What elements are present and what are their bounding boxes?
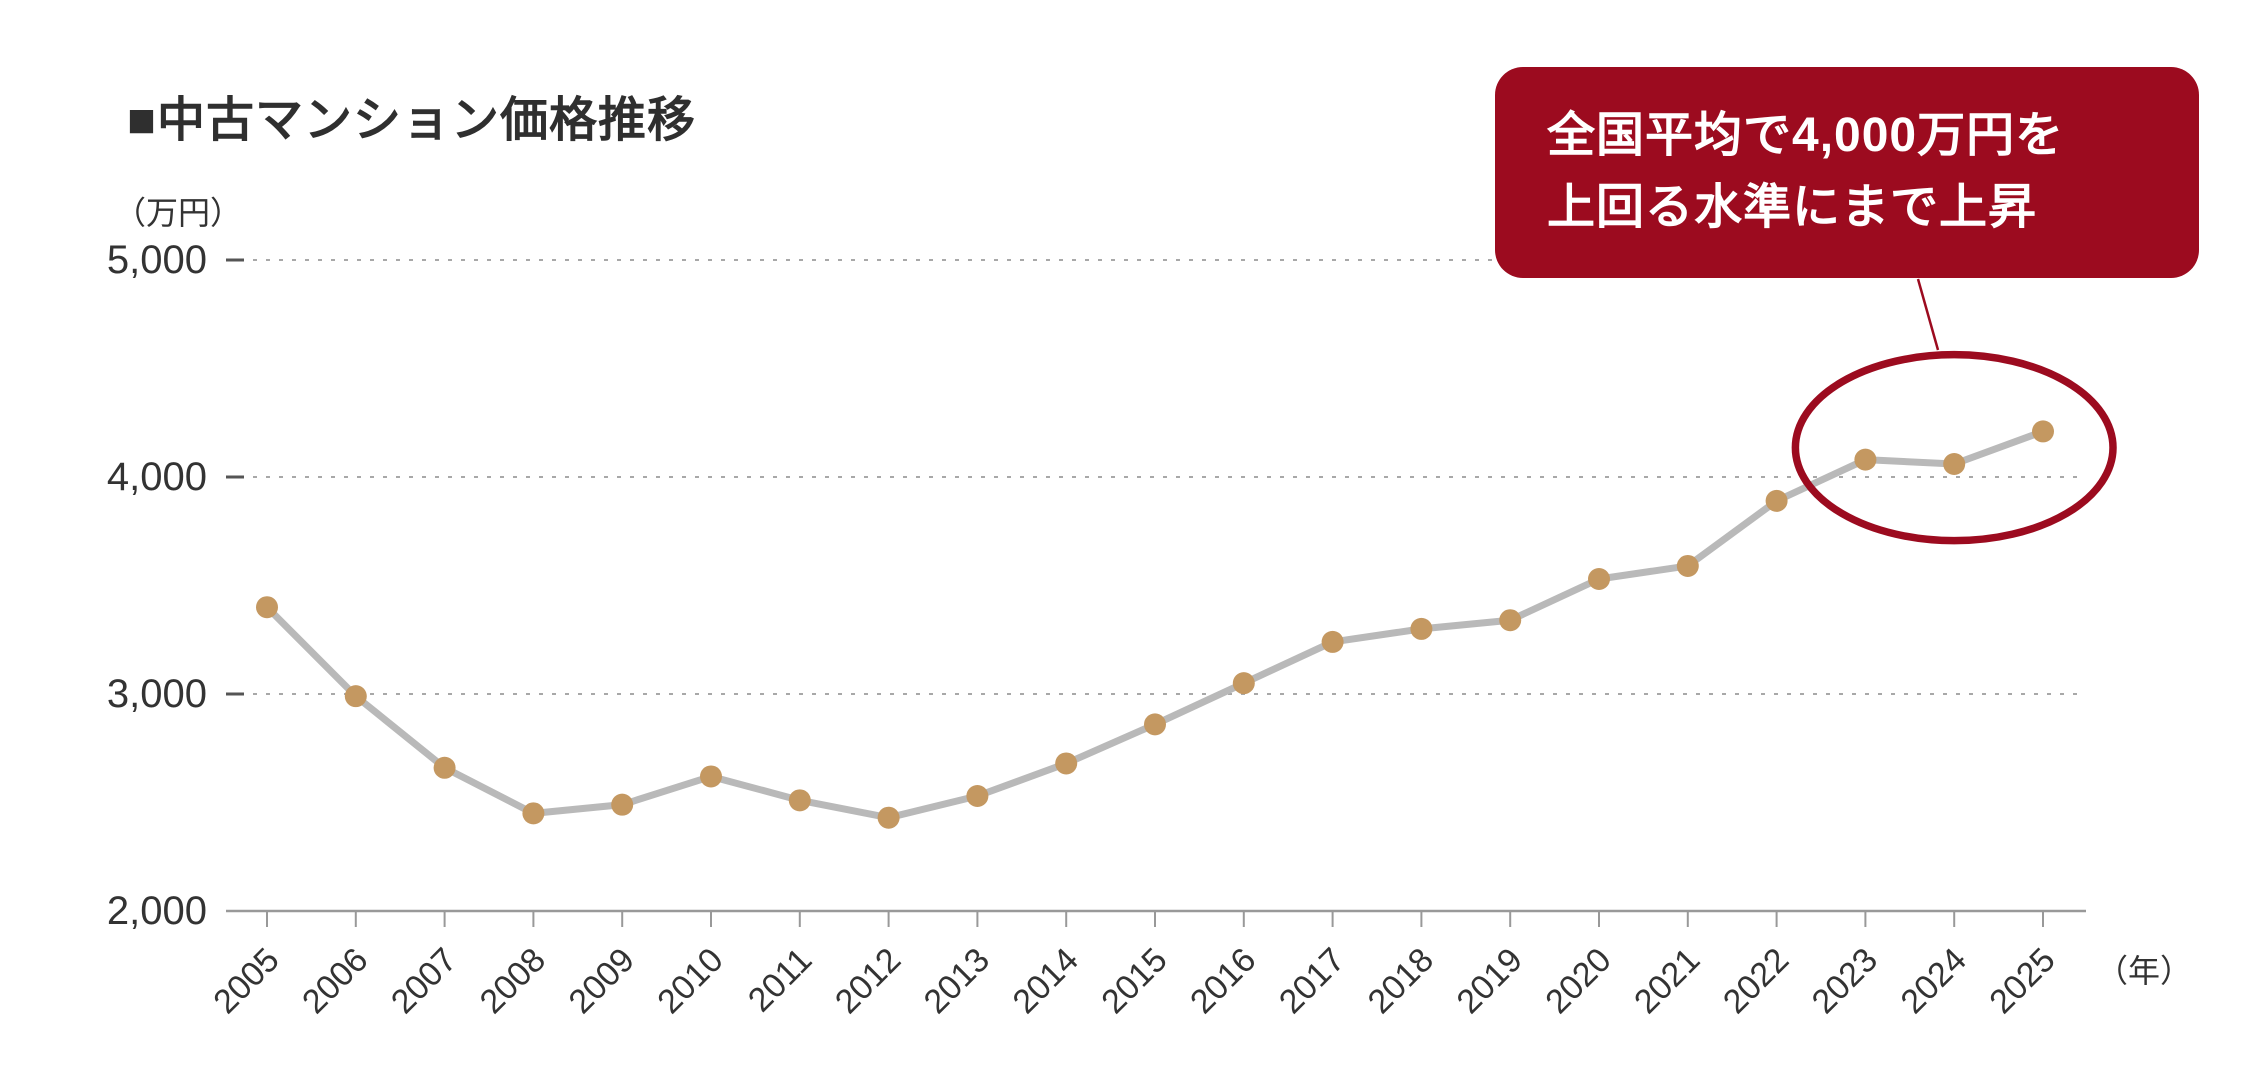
x-tick-label-2020: 2020 (1538, 941, 1618, 1021)
x-tick-label-2025: 2025 (1982, 941, 2062, 1021)
x-tick-label-2013: 2013 (917, 941, 997, 1021)
x-tick-label-2024: 2024 (1894, 941, 1974, 1021)
highlight-ellipse (1791, 350, 2117, 545)
data-point-2015 (1144, 713, 1166, 736)
data-point-2014 (1055, 752, 1078, 775)
x-tick-label-2023: 2023 (1805, 941, 1885, 1021)
annotation-line-1: 全国平均で4,000万円を (1547, 109, 2065, 162)
data-point-2020 (1588, 567, 1610, 590)
x-tick-label-2019: 2019 (1450, 941, 1530, 1021)
x-tick-label-2012: 2012 (828, 941, 908, 1021)
annotation-connector-line (1916, 278, 1940, 351)
x-tick-label-2006: 2006 (295, 941, 375, 1021)
data-point-2010 (700, 765, 722, 788)
x-tick-label-2014: 2014 (1006, 941, 1086, 1021)
annotation-callout: 全国平均で4,000万円を 上回る水準にまで上昇 (1495, 67, 2199, 278)
data-point-2023 (1854, 448, 1877, 471)
x-tick-label-2017: 2017 (1272, 941, 1352, 1021)
data-point-2012 (877, 806, 900, 829)
y-tick-label-2000: 2,000 (107, 889, 207, 933)
x-tick-label-2011: 2011 (741, 941, 820, 1020)
y-tick-label-5000: 5,000 (107, 238, 207, 282)
x-tick-label-2009: 2009 (562, 941, 642, 1021)
x-tick-label-2022: 2022 (1716, 941, 1796, 1021)
price-line (263, 427, 2047, 822)
data-point-2022 (1765, 489, 1788, 512)
y-tick-label-4000: 4,000 (107, 455, 207, 499)
x-tick-label-2008: 2008 (473, 941, 553, 1021)
y-axis-unit-label: （万円） (114, 195, 243, 231)
data-point-2018 (1410, 617, 1433, 640)
data-point-2016 (1232, 672, 1255, 695)
data-point-2024 (1943, 452, 1966, 475)
x-tick-label-2021: 2021 (1627, 941, 1707, 1021)
x-axis-unit-label: （年） (2096, 953, 2193, 989)
x-tick-label-2007: 2007 (384, 941, 464, 1021)
data-point-2006 (344, 685, 367, 708)
x-tick-label-2018: 2018 (1361, 941, 1441, 1021)
x-tick-label-2005: 2005 (206, 941, 286, 1021)
data-point-2025 (2032, 420, 2054, 443)
data-point-2013 (966, 784, 989, 807)
x-tick-label-2010: 2010 (650, 941, 730, 1021)
chart-title: ■中古マンション価格推移 (127, 94, 696, 147)
x-tick-label-2015: 2015 (1094, 941, 1174, 1021)
data-point-2009 (611, 793, 634, 816)
data-point-2008 (522, 802, 545, 825)
y-tick-label-3000: 3,000 (107, 672, 207, 716)
data-point-2019 (1499, 609, 1522, 632)
annotation-line-2: 上回る水準にまで上昇 (1547, 181, 2038, 234)
x-tick-label-2016: 2016 (1183, 941, 1263, 1021)
data-point-2017 (1321, 630, 1344, 653)
data-point-2021 (1676, 554, 1699, 577)
data-point-2005 (256, 596, 278, 619)
data-point-2007 (433, 756, 456, 779)
data-point-2011 (788, 789, 811, 812)
